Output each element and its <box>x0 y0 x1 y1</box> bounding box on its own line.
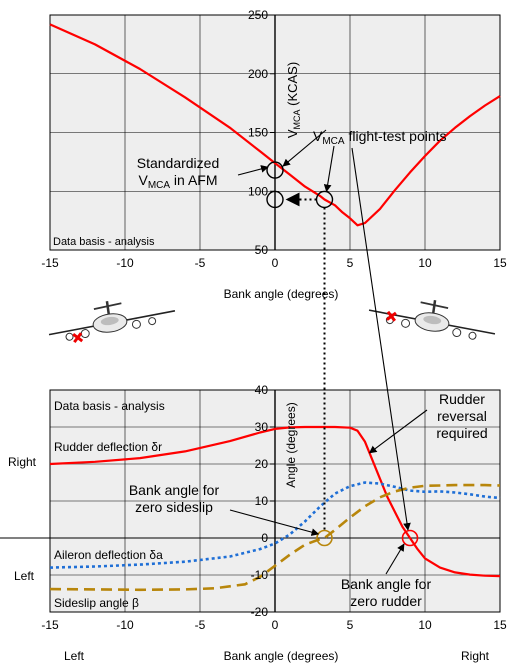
zero-rudder-arrow <box>385 543 405 575</box>
rudder-reversal-label-2: reversal <box>437 408 487 424</box>
standardized-vmca-label-2: VMCA in AFM <box>138 172 217 191</box>
airplane-left-bank-icon <box>48 301 176 344</box>
bottom-series <box>49 425 501 592</box>
rudder-reversal-label-3: required <box>436 425 487 441</box>
y-tick-label: 100 <box>248 184 268 198</box>
vmca-chart: 50 100 150 200 250 -15 -10 -5 0 5 10 15 Bank angle … <box>41 8 507 301</box>
sideslip-angle-label: Sideslip angle β <box>54 596 139 610</box>
top-data-basis-label: Data basis - analysis <box>53 236 155 248</box>
aileron-deflection-label: Aileron deflection δa <box>54 548 163 562</box>
x-tick-label: -15 <box>41 256 59 270</box>
y-tick-label: 20 <box>255 457 269 471</box>
x-tick-label: -10 <box>116 618 134 632</box>
flight-test-arrow-1 <box>282 129 327 167</box>
y-tick-label: -20 <box>251 605 269 619</box>
zero-sideslip-label-2: zero sideslip <box>135 499 213 515</box>
top-axes <box>270 14 276 251</box>
series-line-0 <box>49 425 501 578</box>
x-tick-label: -15 <box>41 618 59 632</box>
standardized-arrow <box>237 165 269 176</box>
zero-rudder-label-2: zero rudder <box>350 593 422 609</box>
bottom-label-left: Left <box>64 649 85 663</box>
bottom-marker-circle-0 <box>316 529 333 547</box>
bottom-data-basis-label: Data basis - analysis <box>54 399 165 413</box>
connectors <box>229 129 428 575</box>
series-line-2 <box>49 483 501 592</box>
y-tick-label: 150 <box>248 126 268 140</box>
y-tick-label: 50 <box>255 243 269 257</box>
side-label-left: Left <box>14 569 35 583</box>
x-tick-label: 5 <box>347 618 354 632</box>
bottom-label-right: Right <box>461 649 490 663</box>
zero-sideslip-label-1: Bank angle for <box>129 482 220 498</box>
y-tick-label: -10 <box>251 568 269 582</box>
zero-sideslip-arrow <box>229 509 320 536</box>
x-tick-label: 0 <box>272 256 279 270</box>
top-x-axis-label: Bank angle (degrees) <box>224 287 339 301</box>
y-tick-label: 30 <box>255 420 269 434</box>
series-line-1 <box>49 481 501 569</box>
rudder-reversal-arrow <box>368 409 428 454</box>
side-label-right: Right <box>8 455 37 469</box>
rudder-reversal-label-1: Rudder <box>439 391 485 407</box>
y-tick-label: 0 <box>261 531 268 545</box>
top-tick-labels: 50 100 150 200 250 -15 -10 -5 0 5 10 15 <box>41 8 507 270</box>
vmca-marker-circle-1 <box>266 190 284 209</box>
angle-chart: -20 -10 0 10 20 30 40 -15 -10 -5 0 5 10 15 Bank angle… <box>0 383 507 663</box>
x-tick-label: 10 <box>418 618 432 632</box>
x-tick-label: -10 <box>116 256 134 270</box>
bottom-x-axis-label: Bank angle (degrees) <box>224 649 339 663</box>
bottom-tick-labels: -20 -10 0 10 20 30 40 -15 -10 -5 0 5 10 15 <box>41 383 507 632</box>
standardized-vmca-label-1: Standardized <box>137 155 220 171</box>
zero-rudder-long-arrow <box>351 147 411 531</box>
series-line-0 <box>49 23 501 227</box>
x-tick-label: 5 <box>347 256 354 270</box>
y-tick-label: 250 <box>248 8 268 22</box>
x-tick-label: 0 <box>272 618 279 632</box>
x-tick-label: 15 <box>493 256 507 270</box>
y-tick-label: 200 <box>248 67 268 81</box>
y-tick-label: 40 <box>255 383 269 397</box>
x-tick-label: -5 <box>195 618 206 632</box>
bottom-y-axis-label: Angle (degrees) <box>284 402 298 487</box>
zero-rudder-label-1: Bank angle for <box>341 576 432 592</box>
x-tick-label: -5 <box>195 256 206 270</box>
x-tick-label: 10 <box>418 256 432 270</box>
flight-test-arrow-2 <box>323 145 335 193</box>
bottom-axes <box>0 389 500 613</box>
y-tick-label: 10 <box>255 494 269 508</box>
x-tick-label: 15 <box>493 618 507 632</box>
airplane-right-bank-icon <box>368 300 496 340</box>
rudder-deflection-label: Rudder deflection δr <box>54 440 162 454</box>
top-series <box>49 23 501 227</box>
top-y-axis-label: VMCA (KCAS) <box>285 62 302 138</box>
